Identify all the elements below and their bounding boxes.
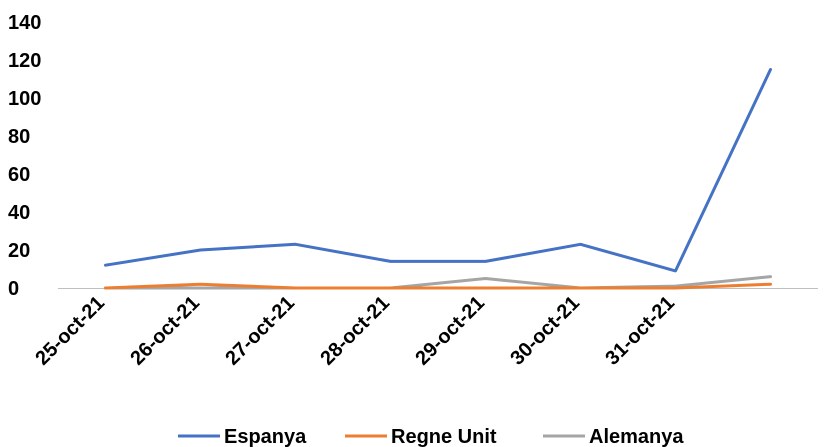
y-tick-label: 20 — [8, 240, 30, 262]
series-line-alemanya — [106, 277, 771, 288]
x-tick-label: 30-oct-21 — [506, 292, 584, 370]
legend-item: Regne Unit — [345, 426, 497, 447]
legend-item: Espanya — [178, 426, 307, 447]
y-axis-tick-labels: 0 20 40 60 80 100 120 140 — [8, 12, 41, 300]
x-tick-label: 28-oct-21 — [316, 292, 394, 370]
x-tick-label: 27-oct-21 — [221, 292, 299, 370]
series-lines — [106, 70, 771, 289]
legend-label: Regne Unit — [391, 426, 497, 447]
y-tick-label: 100 — [8, 88, 41, 110]
y-tick-label: 60 — [8, 164, 30, 186]
x-tick-label: 25-oct-21 — [31, 292, 109, 370]
x-axis-tick-labels: 25-oct-21 26-oct-21 27-oct-21 28-oct-21 29-o… — [31, 292, 679, 370]
y-tick-label: 0 — [8, 278, 19, 300]
legend-label: Alemanya — [589, 426, 684, 447]
y-tick-label: 140 — [8, 12, 41, 34]
x-tick-label: 29-oct-21 — [411, 292, 489, 370]
y-tick-label: 80 — [8, 126, 30, 148]
x-tick-label: 31-oct-21 — [601, 292, 679, 370]
legend-item: Alemanya — [543, 426, 684, 447]
legend-label: Espanya — [224, 426, 307, 447]
legend: Espanya Regne Unit Alemanya — [178, 426, 684, 447]
y-tick-label: 40 — [8, 202, 30, 224]
y-tick-label: 120 — [8, 50, 41, 72]
series-line-espanya — [106, 70, 771, 271]
x-tick-label: 26-oct-21 — [126, 292, 204, 370]
